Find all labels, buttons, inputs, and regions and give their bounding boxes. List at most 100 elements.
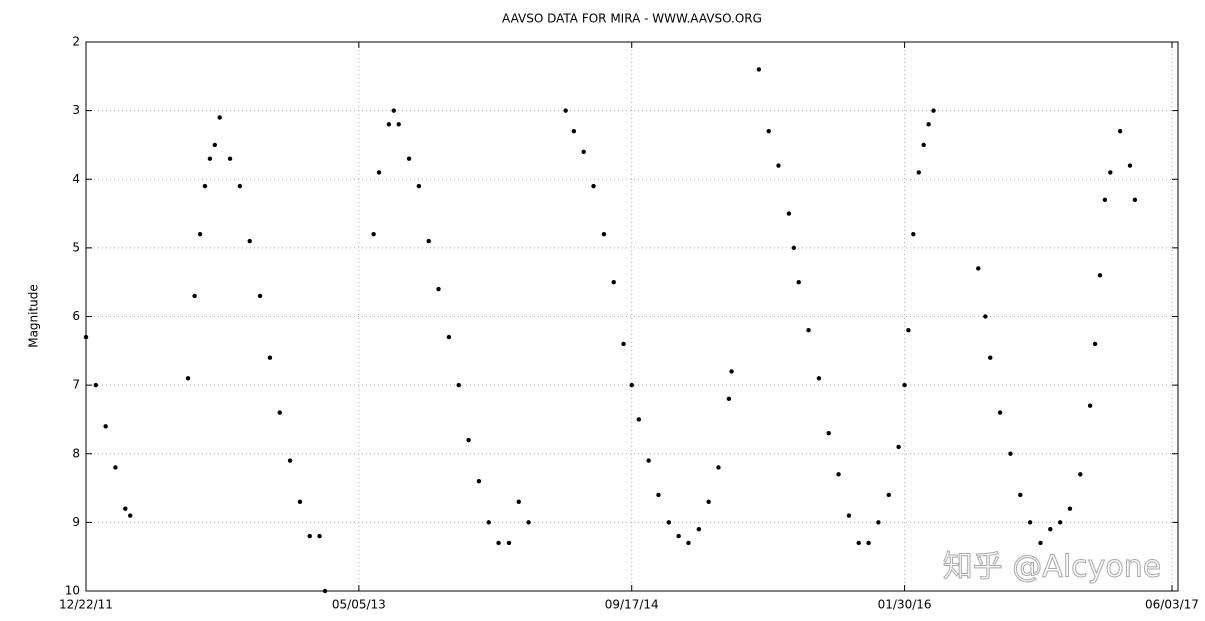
data-point — [297, 499, 303, 504]
y-tick-label: 8 — [72, 446, 80, 460]
data-point — [128, 513, 133, 518]
data-point — [636, 417, 642, 422]
data-point — [921, 142, 926, 148]
data-point — [416, 183, 422, 189]
data-point — [227, 156, 233, 161]
data-point — [581, 149, 586, 154]
data-point — [866, 540, 871, 546]
data-point — [666, 520, 672, 525]
data-point — [516, 499, 521, 504]
data-point — [896, 444, 901, 450]
data-point — [486, 520, 491, 525]
plot-frame — [85, 41, 1179, 592]
data-point — [391, 108, 396, 113]
data-point — [796, 279, 801, 285]
data-point — [386, 122, 392, 127]
y-tick-label: 7 — [72, 378, 80, 392]
data-point — [322, 588, 328, 594]
data-point — [988, 355, 993, 360]
data-point — [706, 499, 711, 504]
data-point — [466, 437, 471, 443]
data-point — [931, 108, 936, 113]
data-point — [876, 520, 881, 525]
y-tick-label: 9 — [72, 515, 80, 529]
data-point — [756, 67, 762, 72]
data-point — [197, 231, 203, 237]
data-point — [776, 163, 781, 168]
data-point — [1027, 520, 1033, 525]
data-point — [646, 458, 651, 463]
data-point — [846, 513, 852, 518]
data-point — [816, 376, 822, 381]
data-point — [726, 396, 732, 402]
data-point — [476, 479, 482, 484]
y-tick-label: 5 — [72, 240, 80, 254]
data-point — [1108, 170, 1113, 175]
chart-title: AAVSO DATA FOR MIRA - WWW.AAVSO.ORG — [502, 12, 762, 26]
data-point — [906, 328, 911, 333]
y-tick-label: 3 — [72, 103, 80, 117]
data-point — [806, 328, 811, 333]
data-point — [1018, 492, 1023, 498]
data-point — [916, 170, 921, 175]
y-tick-label: 10 — [65, 584, 80, 598]
data-point — [886, 492, 891, 498]
data-point — [1057, 520, 1063, 525]
data-point — [1117, 129, 1123, 134]
y-axis-label: Magnitude — [27, 284, 41, 348]
data-point — [83, 334, 89, 340]
data-point — [1102, 197, 1108, 203]
data-point — [1078, 472, 1083, 477]
data-point — [307, 533, 312, 539]
data-point — [997, 410, 1003, 415]
data-point — [287, 458, 293, 463]
data-point — [446, 334, 452, 340]
data-point — [1048, 527, 1053, 532]
data-point — [629, 382, 634, 388]
data-point — [426, 238, 431, 244]
data-point — [729, 369, 734, 374]
data-point — [456, 382, 461, 388]
data-point — [836, 472, 841, 477]
data-point — [1008, 451, 1013, 456]
data-point — [902, 382, 907, 388]
data-point — [237, 183, 243, 189]
data-point — [376, 170, 382, 175]
y-tick-label: 6 — [72, 309, 80, 323]
data-point — [192, 293, 197, 299]
data-point — [926, 122, 931, 127]
data-point — [911, 231, 916, 237]
data-point — [1038, 540, 1043, 546]
y-tick-label: 2 — [72, 35, 80, 49]
data-point — [716, 465, 721, 470]
data-point — [185, 376, 191, 381]
data-point — [983, 314, 988, 319]
data-point — [1092, 341, 1098, 347]
x-tick-label: 05/05/13 — [332, 598, 386, 612]
data-point — [113, 465, 118, 470]
data-point — [247, 238, 252, 244]
data-point — [1087, 403, 1093, 408]
data-point — [656, 492, 661, 498]
data-point — [506, 540, 512, 546]
data-point — [563, 108, 568, 113]
x-tick-label: 12/22/11 — [59, 598, 113, 612]
x-tick-label: 09/17/14 — [605, 598, 659, 612]
data-point — [526, 520, 531, 525]
data-point — [93, 382, 99, 388]
data-point — [976, 266, 981, 271]
data-point — [686, 540, 691, 546]
data-point — [267, 355, 273, 360]
data-point — [1132, 197, 1138, 203]
data-point — [786, 211, 792, 216]
data-point — [696, 527, 702, 532]
data-point — [621, 341, 626, 347]
x-tick-label: 06/03/17 — [1145, 598, 1199, 612]
data-point — [217, 115, 222, 120]
data-point — [826, 430, 831, 436]
data-point — [212, 142, 217, 148]
data-point — [207, 156, 213, 161]
data-point — [103, 424, 108, 429]
data-point — [436, 286, 441, 292]
